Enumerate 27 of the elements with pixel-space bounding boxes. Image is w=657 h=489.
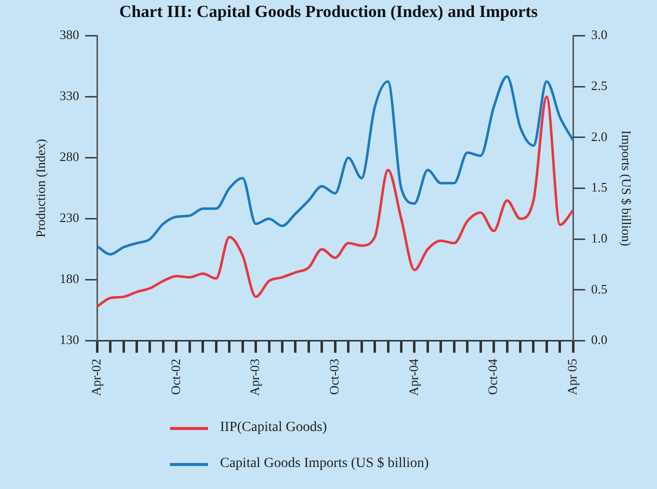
chart-title: Chart III: Capital Goods Production (Index) and Imports bbox=[118, 2, 539, 22]
y2-tick-label: 2.0 bbox=[591, 128, 608, 144]
x-tick-label: Apr-03 bbox=[247, 358, 262, 396]
x-tick-label: Apr-04 bbox=[406, 358, 421, 396]
y2-tick-label: 0.0 bbox=[591, 332, 608, 348]
x-tick-label: Apr 05 bbox=[564, 358, 580, 396]
y2-tick-label: 2.5 bbox=[591, 78, 608, 94]
y2-axis-title: Imports (US $ billion) bbox=[618, 130, 634, 246]
y-tick-label: 230 bbox=[60, 210, 80, 226]
line-series bbox=[96, 96, 574, 308]
y-tick-label: 130 bbox=[60, 332, 80, 348]
line-series bbox=[96, 75, 574, 256]
x-tick-label: Oct-03 bbox=[326, 358, 342, 395]
y-tick-label: 280 bbox=[60, 149, 80, 164]
y-axis-title: Production (Index) bbox=[33, 138, 48, 238]
y2-tick-label: 3.0 bbox=[591, 27, 608, 42]
legend-label: IIP(Capital Goods) bbox=[220, 420, 327, 436]
legend-label: Capital Goods Imports (US $ billion) bbox=[220, 456, 429, 472]
y-tick-label: 180 bbox=[60, 271, 80, 286]
x-tick-label: Oct-04 bbox=[485, 358, 500, 395]
y2-tick-label: 1.5 bbox=[591, 180, 608, 195]
y-tick-label: 380 bbox=[60, 27, 80, 42]
x-tick-label: Apr-02 bbox=[88, 358, 104, 396]
y-tick-label: 330 bbox=[60, 88, 80, 104]
x-tick-label: Oct-02 bbox=[168, 358, 183, 395]
y2-tick-label: 0.5 bbox=[591, 281, 608, 296]
y2-tick-label: 1.0 bbox=[591, 230, 608, 246]
